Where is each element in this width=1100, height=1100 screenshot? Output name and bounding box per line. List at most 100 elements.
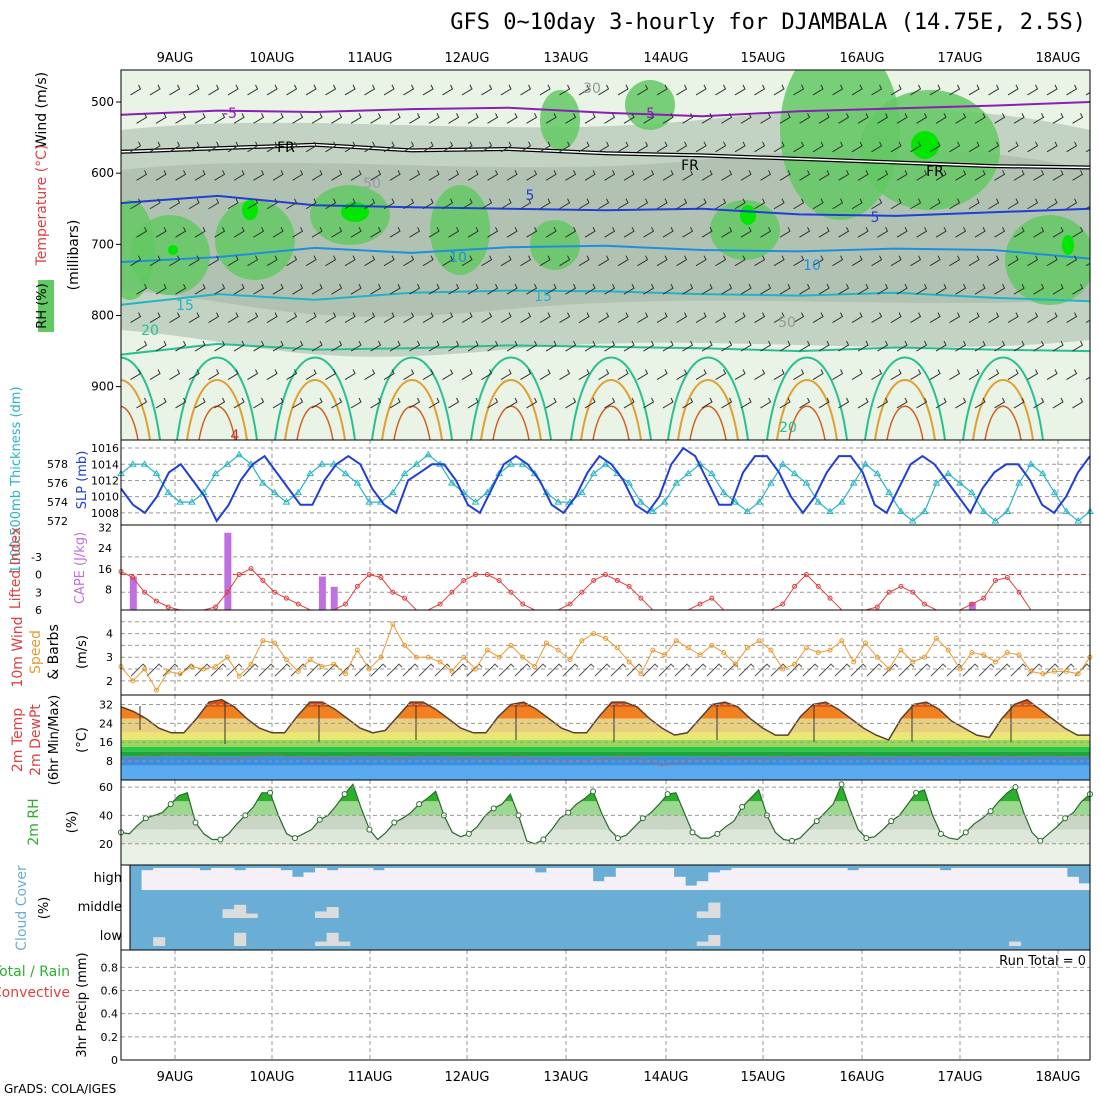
wind-speed-point <box>378 654 384 660</box>
wind-speed-point <box>839 638 845 644</box>
rh-point <box>714 830 721 837</box>
wind-barb <box>818 226 830 238</box>
wind-barb <box>916 170 928 181</box>
wind-barb <box>695 369 707 380</box>
thickness-point <box>589 469 598 477</box>
wind-speed-point <box>803 645 809 651</box>
wind-speed-point <box>425 654 431 660</box>
wind-speed-point <box>248 661 254 667</box>
wind-barb <box>812 312 824 324</box>
wind-speed-point <box>402 642 408 648</box>
wind-barb <box>701 340 713 352</box>
wind-axis-label-1: 10m Wind <box>10 616 26 687</box>
cloud-cell-low <box>153 937 166 946</box>
wind-barb <box>545 113 557 124</box>
wind-barb <box>1046 84 1058 96</box>
wind-barb <box>487 283 499 295</box>
rh-green-area <box>780 70 900 220</box>
top-date-label: 13AUG <box>543 51 588 66</box>
wind-speed-point <box>260 638 266 644</box>
wind-barb <box>1007 255 1019 267</box>
cloud-cell-high <box>719 870 732 890</box>
wind-barb <box>1092 398 1100 408</box>
cloud-cell-high <box>453 868 466 890</box>
isotherm-25-arch <box>121 379 151 440</box>
wind-barb <box>292 226 304 238</box>
wind-barb <box>949 198 961 210</box>
wind-barb <box>643 226 655 238</box>
wind-barb <box>604 113 616 124</box>
thickness-point <box>188 498 196 505</box>
cloud-cell-high <box>881 868 894 890</box>
cloud-cell-high <box>407 868 420 890</box>
wind-barb <box>994 113 1006 124</box>
wind-barb <box>520 369 532 380</box>
wind-barb <box>175 170 187 181</box>
slp-tick-label: 1010 <box>91 491 119 504</box>
thickness-point <box>270 488 279 496</box>
cloud-cell-high <box>904 868 918 890</box>
isotherm-20-arch <box>274 356 356 440</box>
wind-barb <box>896 283 908 295</box>
wind-barb <box>559 84 571 96</box>
thickness-point <box>424 450 433 458</box>
wind-barb <box>754 312 766 324</box>
wind-barb <box>208 198 220 210</box>
wind-barb <box>227 84 239 96</box>
wind10m-panel: 2 3 4 10m Wind Speed & Barbs (m/s) <box>10 609 1093 696</box>
wind-barb <box>812 255 824 267</box>
wind-barb <box>272 226 284 238</box>
bottom-date-label: 9AUG <box>157 1070 194 1085</box>
wind-barb <box>877 397 889 409</box>
thickness-point <box>660 498 669 505</box>
isotherm-25-arch <box>677 379 739 440</box>
wind-barb <box>545 340 557 352</box>
wind-barb <box>194 397 206 409</box>
wind-barb <box>812 369 824 380</box>
cape-tick-label: 32 <box>98 522 112 535</box>
wind-barb-10m <box>146 663 163 677</box>
lifted-index-point <box>792 583 798 589</box>
wind-barb <box>623 397 635 409</box>
thickness-point <box>353 479 362 486</box>
thickness-point <box>1003 507 1012 515</box>
wind-barb <box>617 312 629 324</box>
wind-barb <box>935 283 947 295</box>
wind-barb <box>910 141 922 153</box>
wind-barb <box>500 255 512 267</box>
wind-speed-point <box>721 650 727 655</box>
wind-barb <box>565 340 577 352</box>
wind-barb <box>1027 84 1039 96</box>
rh-green-area <box>540 90 580 150</box>
wind-speed-point <box>331 661 337 667</box>
wind-barb <box>539 84 551 96</box>
cloud-cell-high <box>685 885 698 890</box>
isotherm-20-arch <box>766 356 848 440</box>
wind-barb <box>286 312 298 324</box>
wind-barb <box>955 340 967 352</box>
wind-barb <box>955 397 967 409</box>
thickness-point <box>944 469 953 477</box>
wind-barb <box>838 283 850 295</box>
wind-barb <box>676 84 688 96</box>
temp-band <box>121 751 1090 757</box>
wind-barb <box>481 84 493 96</box>
rh-green-area <box>625 80 675 130</box>
wind-barb <box>779 226 791 238</box>
wind-barb <box>247 84 259 96</box>
wind-barb <box>935 113 947 124</box>
wind-barb <box>1027 141 1039 153</box>
wind-barb-10m <box>370 663 387 677</box>
wind-barb <box>520 198 532 210</box>
wind-speed-point <box>957 666 963 672</box>
wind-barb <box>929 369 941 380</box>
wind-barb <box>487 170 499 181</box>
wind-barb <box>487 226 499 238</box>
wind-barb <box>311 170 323 181</box>
isotherm-25-arch <box>972 379 1034 440</box>
wind-barb <box>799 283 811 295</box>
wind-barb <box>721 170 733 181</box>
precip-tick-label: 0.8 <box>101 961 119 974</box>
wind-barb <box>500 198 512 210</box>
thickness-point <box>518 460 527 467</box>
